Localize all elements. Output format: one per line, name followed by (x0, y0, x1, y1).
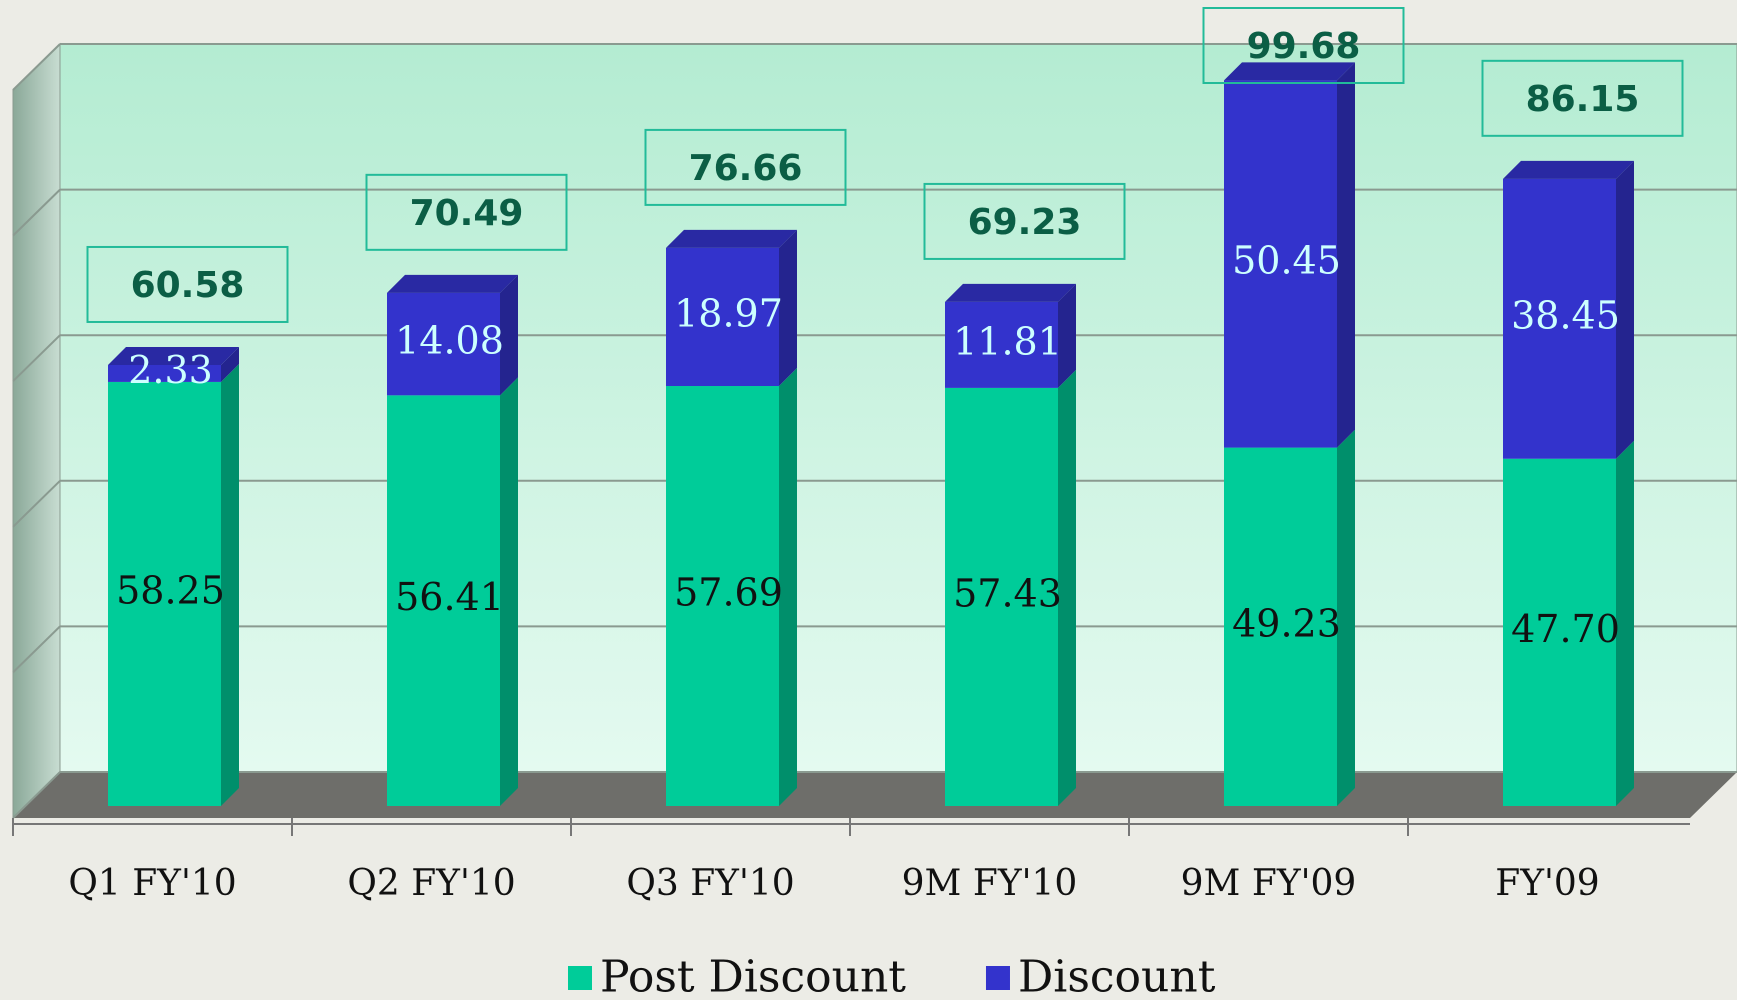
total-box (86, 245, 289, 323)
x-tick-label: Q1 FY'10 (68, 863, 236, 904)
bar-side (779, 229, 797, 387)
bar-segment (945, 387, 1058, 806)
x-tick-label: 9M FY'09 (1181, 863, 1357, 904)
bar-side (500, 274, 518, 396)
bar-top (387, 274, 518, 293)
total-box (644, 128, 847, 206)
total-box (365, 173, 568, 251)
total-label: 86.15 (1526, 79, 1640, 120)
grid-line (12, 188, 61, 237)
x-tick-label: Q2 FY'10 (347, 863, 515, 904)
bar-segment (1503, 458, 1616, 806)
total-box (1202, 7, 1405, 84)
data-label: 18.97 (674, 291, 783, 335)
data-label: 11.81 (953, 319, 1062, 363)
total-label: 70.49 (410, 193, 524, 234)
grid-line (12, 480, 61, 528)
bar-segment (108, 381, 221, 806)
data-label: 56.41 (395, 575, 504, 619)
bar-segment (387, 292, 500, 396)
data-label: 50.45 (1232, 238, 1341, 282)
floor (13, 772, 1737, 818)
legend-swatch (985, 966, 1010, 990)
bar-segment (945, 301, 1058, 388)
bar-side (500, 377, 518, 806)
bar-side (1337, 62, 1355, 448)
bar-top (1503, 160, 1634, 179)
bar-top (945, 283, 1076, 302)
bar-side (221, 363, 239, 806)
grid-line (12, 625, 61, 674)
bar-segment (1503, 178, 1616, 459)
x-tick-label: FY'09 (1495, 863, 1599, 904)
bar-side (1616, 440, 1634, 806)
bar-side (1616, 160, 1634, 459)
bar-segment (1224, 447, 1337, 806)
data-label: 47.70 (1511, 607, 1620, 651)
data-label: 2.33 (128, 348, 213, 392)
bar-side (779, 368, 797, 806)
legend-swatch (568, 966, 592, 990)
x-tick-label: 9M FY'10 (902, 863, 1078, 904)
legend-label: Post Discount (600, 952, 906, 1000)
legend-label: Discount (1018, 952, 1216, 1000)
bar-side (1058, 369, 1076, 806)
side-wall (12, 42, 61, 820)
data-label: 38.45 (1511, 293, 1620, 337)
data-label: 57.43 (953, 571, 1062, 615)
total-label: 69.23 (968, 202, 1082, 243)
grid-line (12, 334, 61, 382)
grid-line (12, 43, 61, 91)
total-label: 76.66 (689, 148, 803, 189)
bar-top (1224, 62, 1355, 81)
bar-segment (1224, 80, 1337, 448)
total-box (1481, 59, 1684, 137)
x-tick-label: Q3 FY'10 (626, 863, 794, 904)
data-label: 49.23 (1232, 601, 1341, 645)
bar-top (108, 346, 239, 365)
data-label: 57.69 (674, 571, 783, 615)
back-wall (59, 43, 1737, 773)
total-box (923, 182, 1126, 260)
grid-line (12, 771, 61, 819)
bar-top (666, 229, 797, 248)
bar-side (1337, 429, 1355, 806)
bar-segment (387, 395, 500, 806)
data-label: 14.08 (395, 319, 504, 363)
bar-side (1058, 283, 1076, 388)
total-label: 99.68 (1247, 26, 1361, 67)
total-label: 60.58 (131, 265, 245, 306)
bar-segment (108, 364, 221, 382)
bar-segment (666, 386, 779, 806)
bar-side (221, 346, 239, 382)
bar-segment (666, 247, 779, 387)
data-label: 58.25 (116, 568, 225, 612)
